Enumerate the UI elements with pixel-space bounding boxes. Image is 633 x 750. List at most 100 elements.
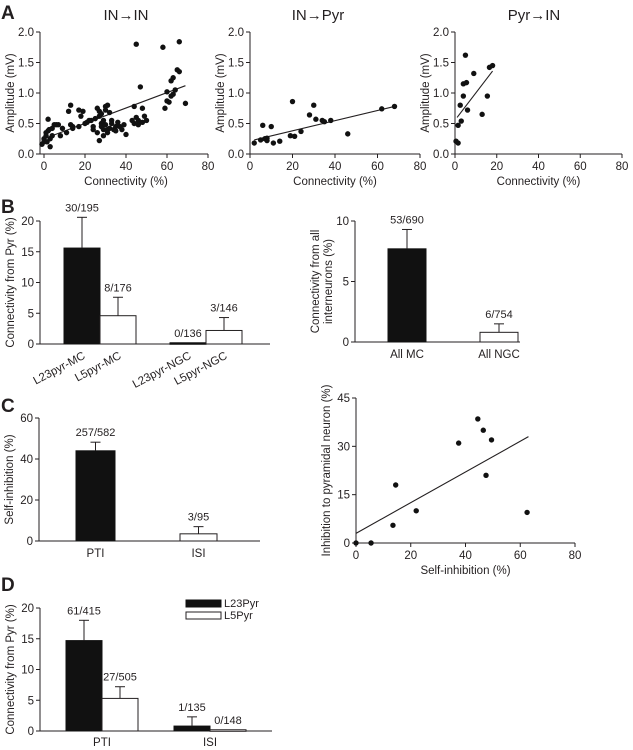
data-point [59,125,66,132]
data-point [379,106,385,112]
panel-letter-b: B [1,197,15,218]
regression-line [43,85,186,140]
data-point [345,131,351,137]
x-category-label: All MC [390,349,424,361]
x-axis-label: Connectivity (%) [497,176,581,188]
data-point [141,113,148,119]
bar-annotation: 30/195 [65,202,99,214]
data-point [63,129,70,136]
y-tick-label: 0.0 [18,149,34,161]
data-point [257,137,264,143]
data-point [113,123,119,130]
data-point [176,39,182,45]
data-point [471,70,477,77]
chart-c2: 0 15 30 45 0 20 40 60 80 Self-inhibition (%) Inhib… [321,384,581,577]
data-point [458,118,464,124]
data-point [49,133,55,139]
data-point [483,472,489,479]
data-point [70,125,76,132]
y-tick-label: 1.5 [433,58,449,70]
data-point [100,117,107,124]
y-tick-label: 0 [344,538,350,550]
data-point [162,105,168,111]
y-axis-label: Inhibition to pyramidal neuron (%) [321,384,333,556]
bar [99,315,137,345]
y-tick-label: 5 [343,277,349,289]
data-point [135,122,141,128]
chart-b1: 0510152030/195L23pyr-MC8/176L5pyr-MC0/13… [5,202,270,391]
bar [169,342,207,345]
data-point [287,133,294,139]
chart-a2: 0.0 0.5 1.0 1.5 2.0 0 20 40 60 80 Connectivity (%)… [215,7,426,188]
data-point [484,93,491,99]
y-tick-label: 15 [21,247,34,259]
legend-label: L23Pyr [224,598,259,610]
y-axis-label: Amplitude (mV) [420,53,432,132]
data-point [67,102,74,108]
data-point [455,122,461,129]
bar-annotation: 3/95 [188,512,209,524]
y-tick-label: 0.5 [433,119,449,131]
panel-letter-d: D [1,575,15,596]
y-tick-label: 60 [20,413,33,425]
chart-a3: 0.0 0.5 1.0 1.5 2.0 0 20 40 60 80 Connectivity (%)… [420,7,628,188]
x-tick-label: 40 [329,161,342,173]
chart-d1: 0 5 10 15 20 61/415 27/505 PTI 1/135 0/148 ISI Conn… [5,598,272,749]
data-point [115,119,121,125]
x-tick-label: 20 [286,161,299,173]
data-point [392,482,399,488]
y-axis-label: Connectivity from Pyr (%) [5,217,17,348]
x-tick-label: 80 [202,161,215,173]
y-axis-label: Amplitude (mV) [5,53,17,132]
y-tick-label: 2.0 [18,27,34,39]
data-point [488,437,495,443]
data-point [78,113,84,119]
data-point [455,140,461,146]
y-tick-label: 0.5 [18,119,34,131]
x-category-label: All NGC [478,349,520,361]
data-point [139,119,146,125]
data-point [98,111,105,117]
bar-annotation: 0/136 [174,328,202,340]
x-tick-label: 0 [353,550,359,562]
y-tick-label: 5 [28,695,34,707]
x-tick-label: 40 [532,161,545,173]
panel-letter-c: C [1,396,15,417]
data-point [306,112,313,118]
data-point [100,126,107,133]
data-point [176,68,182,75]
data-point [106,109,113,116]
data-point [166,99,172,105]
bar-l5pyr [209,729,247,732]
data-point [260,122,266,129]
data-point [475,416,481,422]
bar-annotation: 8/176 [104,282,132,294]
y-tick-label: 20 [21,603,34,615]
y-tick-label: 1.5 [18,58,34,70]
x-tick-label: 0 [452,161,458,173]
bar-annotation: 27/505 [103,672,137,684]
data-point [298,128,304,135]
data-point [96,137,103,144]
x-tick-label: 80 [414,161,427,173]
data-point [464,107,471,113]
bar-l23pyr [173,725,211,732]
bar [75,450,116,542]
data-point [390,522,396,528]
y-tick-label: 2.0 [228,27,244,39]
data-point [391,103,398,110]
y-tick-label: 20 [21,216,34,228]
data-point [106,125,113,132]
y-tick-label: 45 [337,393,350,405]
data-point [94,129,101,136]
data-point [311,102,317,108]
data-point [264,135,270,141]
data-point [45,116,51,122]
data-point [80,108,86,115]
bar-annotation: 1/135 [178,702,206,714]
data-point [133,41,139,47]
bar-annotation: 3/146 [210,303,238,315]
data-point [268,123,274,130]
data-point [57,133,64,139]
